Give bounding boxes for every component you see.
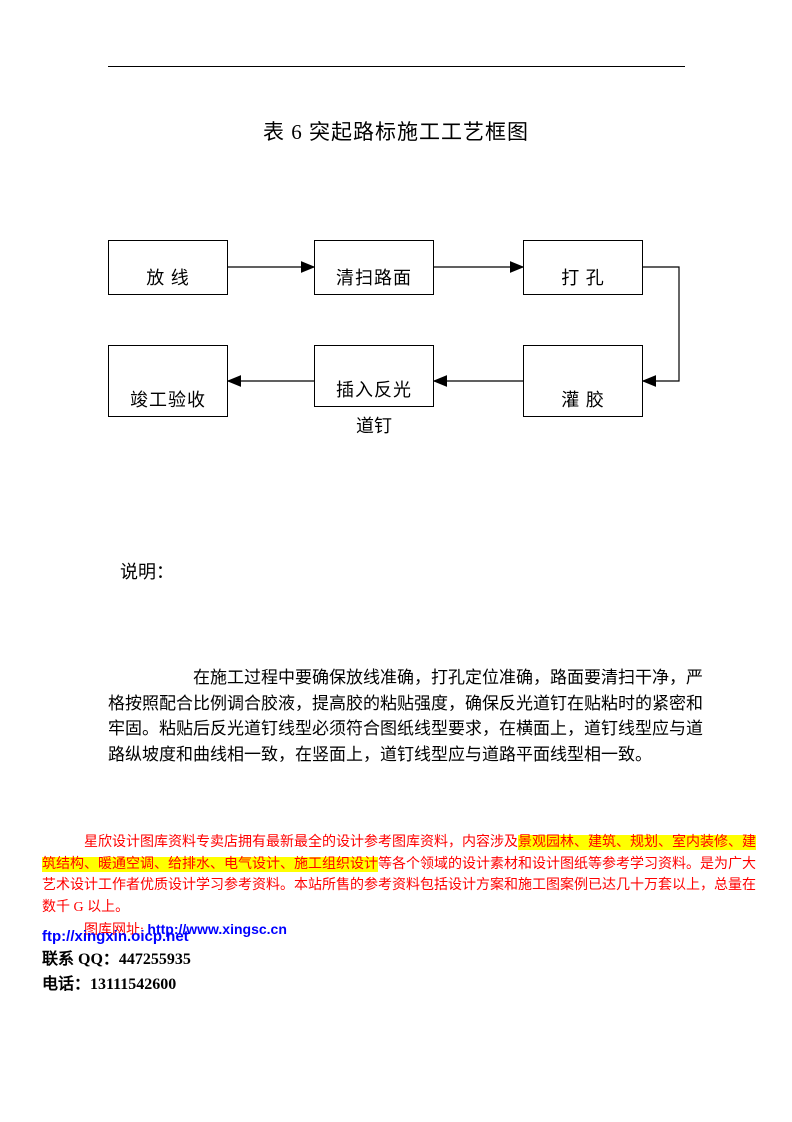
flow-node-1: 放 线 (108, 240, 228, 295)
description-heading: 说明： (120, 558, 174, 584)
contact-qq-label: 联系 QQ： (42, 951, 119, 968)
flowchart: 放 线 清扫路面 打 孔 灌 胶 插入反光 道钉 竣工验收 (108, 240, 708, 460)
description-text: 在施工过程中要确保放线准确，打孔定位准确，路面要清扫干净，严格按照配合比例调合胶… (108, 668, 703, 764)
contact-qq: 447255935 (119, 951, 191, 968)
contact-phone: 13111542600 (90, 976, 176, 993)
header-rule (108, 66, 685, 67)
flow-node-2: 清扫路面 (314, 240, 434, 295)
flow-node-5-line2: 道钉 (314, 412, 434, 438)
promo-pre: 星欣设计图库资料专卖店拥有最新最全的设计参考图库资料，内容涉及 (84, 835, 518, 850)
contact-phone-label: 电话： (42, 976, 90, 993)
flow-node-6: 竣工验收 (108, 345, 228, 417)
flow-node-4: 灌 胶 (523, 345, 643, 417)
contact-ftp[interactable]: ftp://xingxin.oicp.net (42, 925, 191, 948)
flow-node-3: 打 孔 (523, 240, 643, 295)
flow-node-5: 插入反光 (314, 345, 434, 407)
contact-block: ftp://xingxin.oicp.net 联系 QQ：447255935 电… (42, 925, 191, 998)
page-title: 表 6 突起路标施工工艺框图 (0, 116, 792, 146)
description-body: 在施工过程中要确保放线准确，打孔定位准确，路面要清扫干净，严格按照配合比例调合胶… (108, 665, 718, 767)
